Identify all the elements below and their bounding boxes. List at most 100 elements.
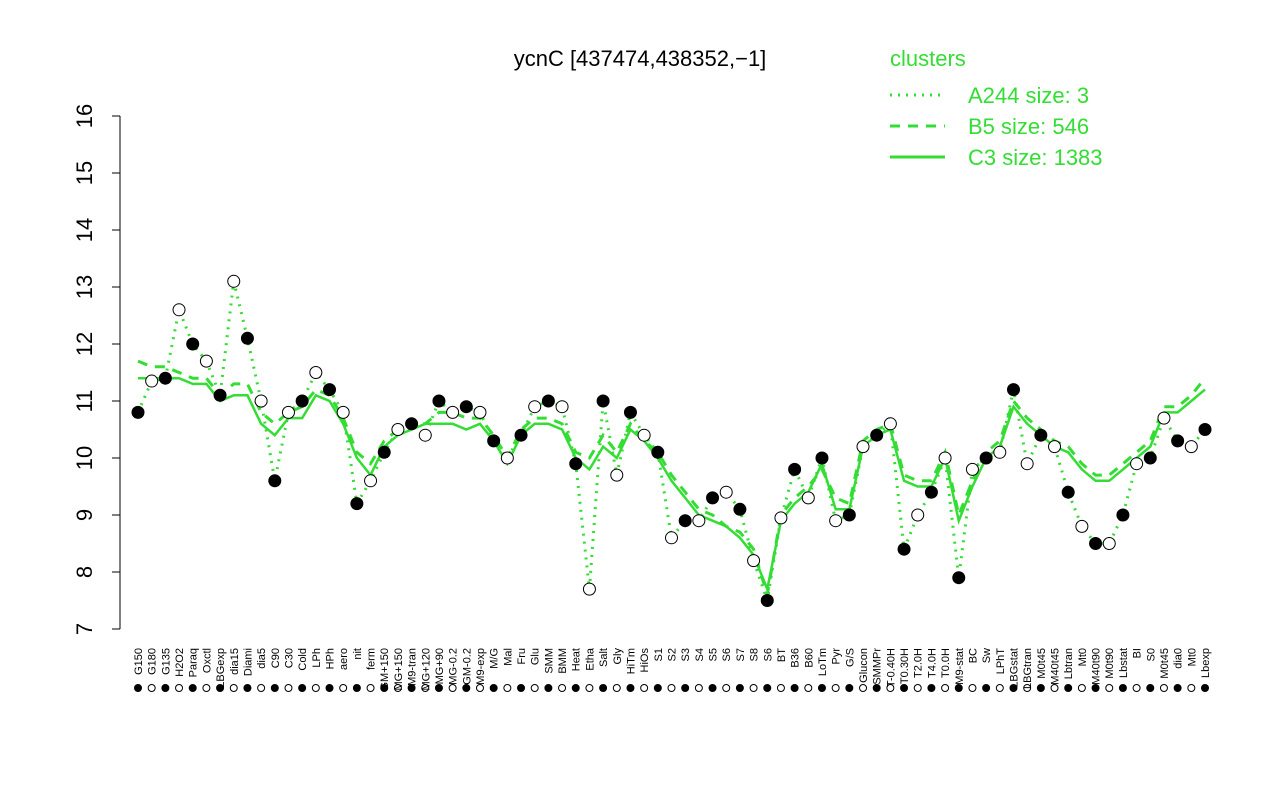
x-tick-dot [1159,684,1168,692]
x-tick-label: SMMPr [872,648,884,685]
data-point [979,451,993,465]
x-tick-dot [434,684,443,692]
y-tick-label: 10 [72,446,97,470]
data-point [1198,423,1212,436]
x-tick-label: Paraq [188,648,200,677]
x-tick-label: T-0.40H [885,648,897,687]
x-tick-label: M0t45 [1036,648,1048,679]
x-tick-dot [216,684,225,692]
x-tick-label: G/S [844,648,856,667]
data-point [774,511,788,525]
data-point [281,405,295,419]
x-tick-dot [257,684,266,692]
y-tick-label: 15 [72,161,97,185]
x-tick-dot [1050,684,1059,692]
data-point [924,485,938,499]
data-point [268,474,282,488]
x-tick-label: HPh [325,648,337,669]
data-point [788,462,802,476]
y-tick-label: 13 [72,275,97,299]
x-tick-label: T4.0H [926,648,938,678]
x-tick-dot [968,684,977,692]
data-point [569,457,583,471]
x-tick-label: dia0 [1173,648,1185,669]
x-tick-dot [763,684,772,692]
x-tick-label: S6 [762,648,774,661]
data-point [254,394,268,408]
data-point [815,451,829,465]
x-tick-label: Lbtran [1063,648,1075,679]
y-tick-label: 16 [72,104,97,128]
x-tick-label: S6 [721,648,733,661]
data-point [733,502,747,516]
x-tick-label: MG+120 [420,648,432,691]
x-tick-dot [1009,684,1018,692]
x-tick-label: LBGstat [1008,648,1020,688]
data-point [199,354,213,368]
data-point [487,434,501,448]
data-point [336,405,350,419]
x-tick-dot [517,684,526,692]
data-point [364,474,378,488]
x-tick-dot [954,684,963,692]
chart-title: ycnC [437474,438352,−1] [514,46,767,71]
x-tick-dot [1201,684,1209,692]
data-point [1020,457,1034,471]
x-tick-label: H2O2 [174,648,186,677]
x-tick-dot [735,684,744,692]
x-tick-label: G150 [133,648,145,675]
data-point [747,554,761,568]
data-point [186,337,200,351]
x-tick-label: Etha [584,647,596,671]
data-point [582,582,596,596]
data-point [405,417,419,431]
x-tick-dot [243,684,252,692]
x-tick-dot [612,684,621,692]
x-tick-label: GM-0.2 [461,648,473,685]
data-point [1075,519,1089,533]
x-tick-dot [722,684,731,692]
data-point [541,394,555,408]
data-point [473,405,487,419]
y-tick-label: 12 [72,332,97,356]
data-point [323,383,337,397]
x-tick-dot [161,684,170,692]
x-tick-label: Mal [502,648,514,666]
x-tick-dot [982,684,991,692]
data-point [760,594,774,607]
data-point [911,508,925,522]
data-point [870,428,884,442]
legend-title: clusters [890,46,966,71]
data-point [528,400,542,414]
x-tick-label: B36 [790,648,802,668]
y-tick-label: 8 [72,566,97,578]
x-tick-dot [229,684,238,692]
x-tick-label: HiOs [639,648,651,673]
x-tick-dot [311,684,320,692]
x-tick-dot [667,684,676,692]
x-tick-dot [421,684,430,692]
x-tick-label: B60 [803,648,815,668]
x-tick-dot [804,684,813,692]
data-point [145,374,159,388]
data-point [391,423,405,436]
data-point [1061,485,1075,499]
data-point [309,366,323,379]
data-point [555,400,569,414]
x-tick-label: S4 [694,648,706,661]
x-tick-label: MG+90 [434,648,446,684]
x-tick-label: S8 [749,648,761,661]
data-point [514,428,528,442]
x-tick-dot [352,684,361,692]
x-tick-dot [380,684,389,692]
x-tick-dot [489,684,498,692]
x-tick-dot [872,684,881,692]
x-tick-dot [1118,684,1127,692]
x-tick-label: LPh [311,648,323,668]
x-tick-label: LBGexp [215,648,227,688]
x-tick-label: Lbexp [1200,648,1212,678]
data-point [1006,383,1020,397]
data-point [637,428,651,442]
data-point [377,445,391,459]
